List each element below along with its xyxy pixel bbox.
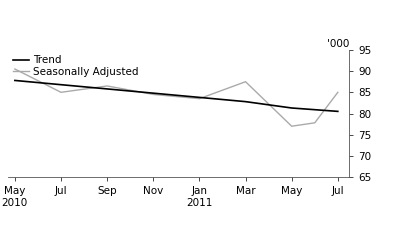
Text: '000: '000	[327, 39, 349, 49]
Legend: Trend, Seasonally Adjusted: Trend, Seasonally Adjusted	[13, 55, 139, 77]
